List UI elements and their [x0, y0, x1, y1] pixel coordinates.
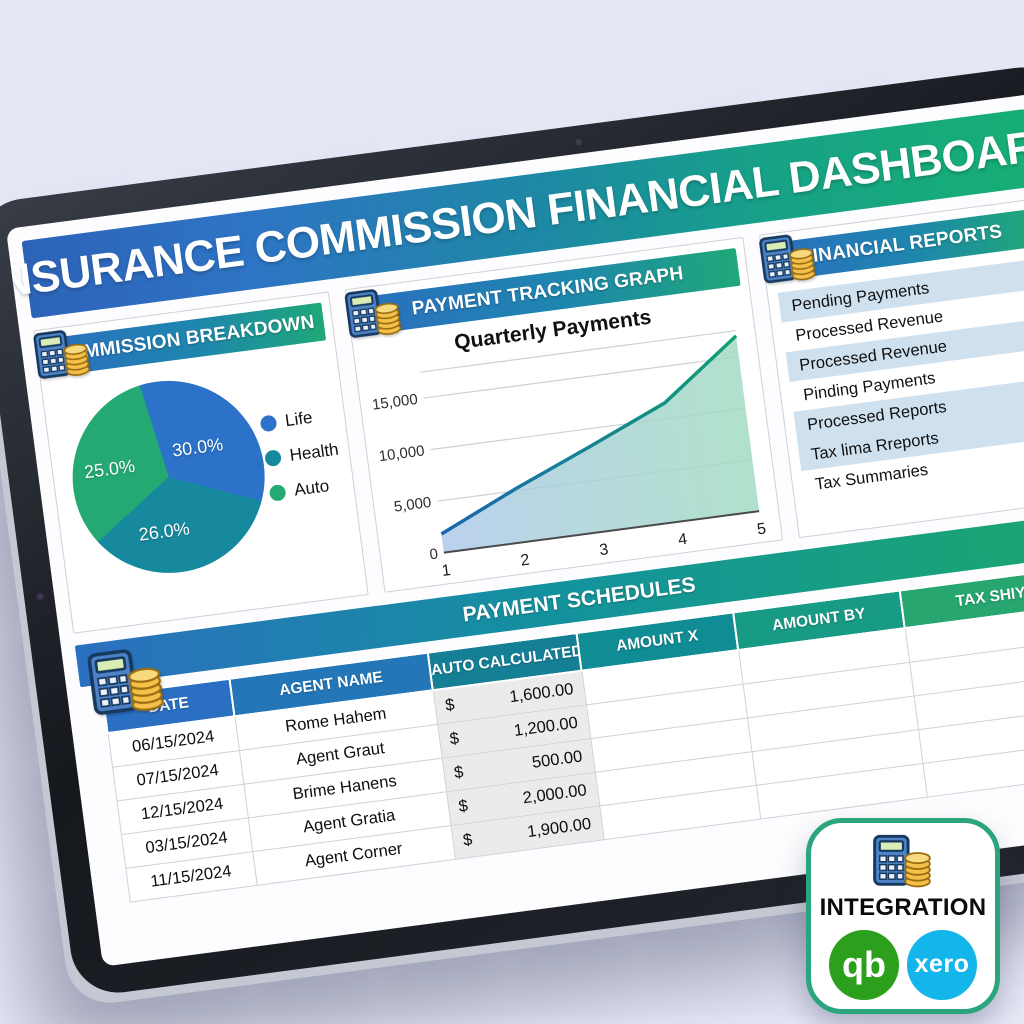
- pie-slice-label-life: 30.0%: [171, 434, 225, 461]
- x-tick: 3: [598, 541, 609, 559]
- pie-slice-label-health: 26.0%: [137, 517, 191, 545]
- payment-tracking-header: PAYMENT TRACKING GRAPH: [344, 247, 741, 338]
- pie-slice-label-auto: 25.0%: [82, 455, 137, 482]
- x-tick: 4: [677, 531, 688, 549]
- calculator-coins-icon: [873, 834, 931, 887]
- financial-reports-header: FINANCIAL REPORTS: [759, 209, 1024, 284]
- legend-dot-health: [263, 449, 282, 468]
- amount-value: 500.00: [530, 746, 584, 772]
- amount-value: 1,200.00: [512, 713, 579, 740]
- legend-label: Auto: [293, 476, 331, 500]
- legend-dot-life: [259, 414, 278, 433]
- currency-symbol: $: [461, 829, 474, 850]
- integration-logos: qb xero: [829, 929, 977, 1000]
- calculator-coins-icon: [87, 649, 164, 715]
- legend-item-life: Life: [259, 405, 335, 435]
- commission-breakdown-panel: COMMISSION BREAKDOWN 30.0% 26.0% 25.0% L…: [33, 291, 369, 634]
- currency-symbol: $: [448, 728, 461, 748]
- x-tick: 2: [520, 552, 531, 570]
- area-line: [440, 334, 738, 536]
- y-tick: 0: [429, 546, 439, 564]
- integration-label: INTEGRATION: [819, 893, 987, 921]
- calculator-coins-icon: [33, 330, 91, 379]
- commission-pie-chart: 30.0% 26.0% 25.0%: [60, 369, 277, 585]
- tablet-camera-icon: [34, 591, 46, 603]
- financial-reports-title: FINANCIAL REPORTS: [799, 221, 1004, 269]
- calculator-coins-icon: [344, 289, 402, 338]
- quarterly-payments-area-chart: 15,000 10,000 5,000 0 1 2 3 4 5: [371, 330, 767, 580]
- legend-item-auto: Auto: [268, 474, 344, 504]
- x-tick: 5: [756, 520, 767, 538]
- amount-value: 1,900.00: [526, 814, 593, 841]
- commission-breakdown-title: COMMISSION BREAKDOWN: [53, 311, 316, 367]
- quickbooks-logo-icon[interactable]: qb: [829, 929, 899, 1000]
- currency-symbol: $: [453, 762, 465, 782]
- amount-value: 1,600.00: [508, 679, 575, 706]
- financial-reports-list: Pending Payments Processed Revenue Proce…: [777, 259, 1024, 502]
- dashboard-screen: INSURANCE COMMISSION FINANCIAL DASHBOARD: [5, 93, 1024, 967]
- x-tick: 1: [441, 562, 452, 580]
- payment-schedules-table-wrap: DATE AGENT NAME AUTO CALCULATED AMOUNT X…: [87, 565, 1024, 902]
- financial-reports-panel: FINANCIAL REPORTS Pending Payments Proce…: [759, 198, 1024, 539]
- amount-value: 2,000.00: [521, 780, 588, 807]
- y-tick: 15,000: [371, 391, 419, 414]
- y-tick: 5,000: [393, 494, 432, 516]
- payment-tracking-panel: PAYMENT TRACKING GRAPH Quarterly Payment…: [344, 236, 784, 593]
- commission-breakdown-header: COMMISSION BREAKDOWN: [33, 302, 327, 379]
- quickbooks-logo-text: qb: [842, 943, 886, 985]
- currency-symbol: $: [444, 695, 456, 715]
- calculator-coins-icon: [759, 234, 816, 284]
- panels-row: COMMISSION BREAKDOWN 30.0% 26.0% 25.0% L…: [33, 198, 1024, 634]
- legend-label: Life: [283, 407, 314, 431]
- currency-symbol: $: [457, 796, 469, 816]
- tablet-device: INSURANCE COMMISSION FINANCIAL DASHBOARD: [0, 61, 1024, 999]
- tablet-camera-icon: [573, 136, 584, 148]
- legend-label: Health: [288, 439, 340, 465]
- y-tick: 10,000: [378, 442, 426, 465]
- legend-dot-auto: [268, 483, 287, 502]
- xero-logo-text: xero: [914, 950, 970, 978]
- integration-badge: INTEGRATION qb xero: [806, 818, 1000, 1014]
- xero-logo-icon[interactable]: xero: [907, 929, 977, 1000]
- payment-schedules-title: PAYMENT SCHEDULES: [461, 573, 697, 627]
- pie-legend: Life Health Auto: [259, 405, 346, 519]
- legend-item-health: Health: [263, 439, 340, 470]
